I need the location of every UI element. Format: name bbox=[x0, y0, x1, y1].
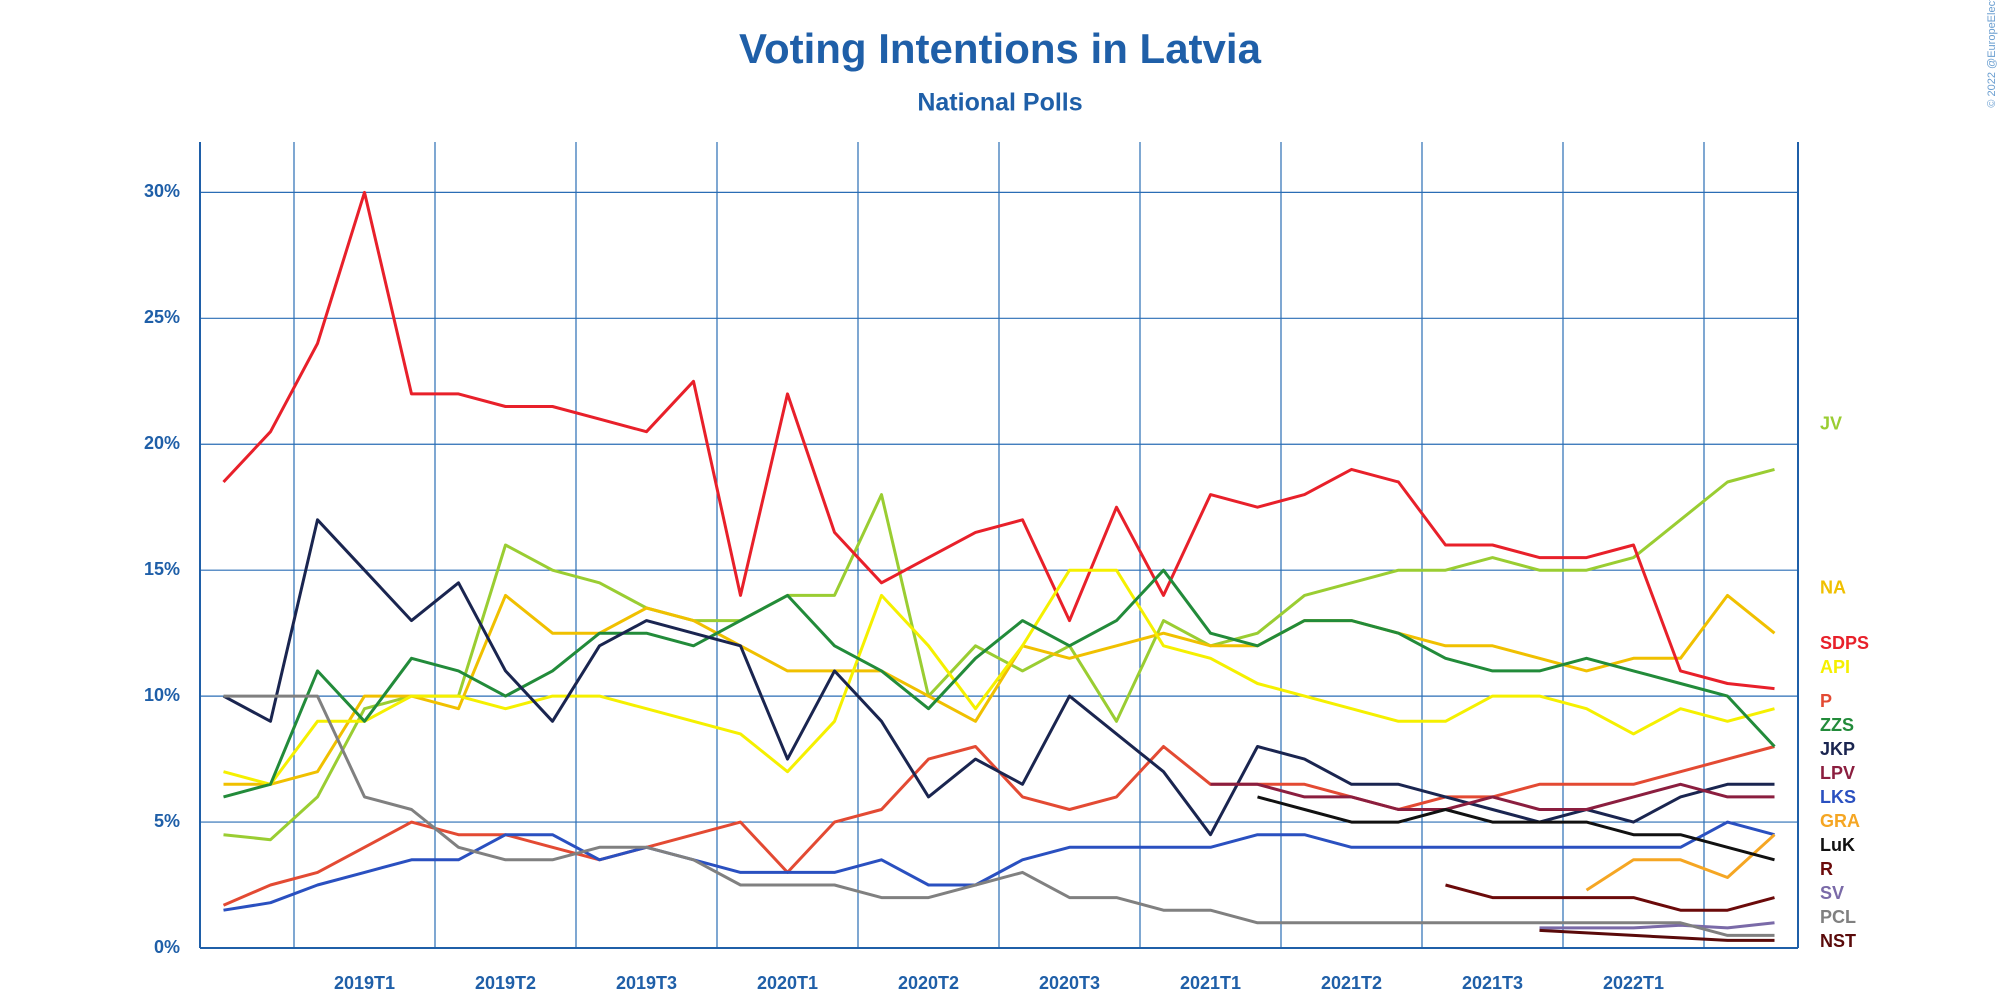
series-line bbox=[223, 467, 1775, 842]
legend-label: JV bbox=[1820, 414, 1842, 434]
series-line bbox=[1210, 782, 1775, 811]
legend-label: LPV bbox=[1820, 763, 1855, 783]
series-line bbox=[222, 190, 1775, 691]
y-tick-label: 20% bbox=[144, 433, 180, 453]
x-tick-label: 2021T2 bbox=[1321, 973, 1382, 993]
y-tick-label: 15% bbox=[144, 559, 180, 579]
lines bbox=[222, 190, 1776, 942]
legend-label: NST bbox=[1820, 931, 1856, 951]
series-line bbox=[1539, 928, 1775, 942]
legend-label: GRA bbox=[1820, 811, 1860, 831]
x-tick-label: 2020T1 bbox=[757, 973, 818, 993]
legend-label: PCL bbox=[1820, 907, 1856, 927]
y-tick-label: 5% bbox=[154, 811, 180, 831]
series-line bbox=[223, 820, 1775, 912]
series-line bbox=[1539, 921, 1775, 930]
x-tick-label: 2021T3 bbox=[1462, 973, 1523, 993]
series-line bbox=[1585, 833, 1776, 892]
series-line bbox=[1257, 795, 1775, 862]
legend-label: API bbox=[1820, 657, 1850, 677]
x-tick-label: 2019T2 bbox=[475, 973, 536, 993]
series-line bbox=[222, 518, 1775, 837]
y-tick-label: 0% bbox=[154, 937, 180, 957]
x-tick-label: 2019T1 bbox=[334, 973, 395, 993]
x-tick-label: 2022T1 bbox=[1603, 973, 1664, 993]
series-line bbox=[223, 568, 1775, 786]
legend-label: P bbox=[1820, 691, 1832, 711]
labels: JV NA SDPS API P ZZS JKP LPV LKS GRA LuK R SV PCL NST bbox=[1820, 414, 1869, 951]
y-tick-label: 25% bbox=[144, 307, 180, 327]
legend-label: NA bbox=[1820, 577, 1846, 597]
series-line bbox=[223, 694, 1775, 937]
chart-title: Voting Intentions in Latvia bbox=[739, 25, 1262, 72]
y-tick-label: 10% bbox=[144, 685, 180, 705]
x-tick-label: 2020T3 bbox=[1039, 973, 1100, 993]
x-tick-label: 2020T2 bbox=[898, 973, 959, 993]
y-tick-label: 30% bbox=[144, 181, 180, 201]
x-tick-label: 2021T1 bbox=[1180, 973, 1241, 993]
x-tick-label: 2019T3 bbox=[616, 973, 677, 993]
series-line bbox=[223, 593, 1776, 786]
series-line bbox=[1445, 883, 1775, 912]
chart-subtitle: National Polls bbox=[917, 89, 1082, 117]
legend-label: ZZS bbox=[1820, 715, 1854, 735]
legend-label: SV bbox=[1820, 883, 1844, 903]
series-line bbox=[223, 568, 1776, 799]
legend-label: R bbox=[1820, 859, 1833, 879]
legend-label: LuK bbox=[1820, 835, 1855, 855]
legend-label: LKS bbox=[1820, 787, 1856, 807]
watermark: © 2022 @EuropeElects bbox=[1986, 0, 1998, 108]
legend-label: JKP bbox=[1820, 739, 1855, 759]
legend-label: SDPS bbox=[1820, 633, 1869, 653]
